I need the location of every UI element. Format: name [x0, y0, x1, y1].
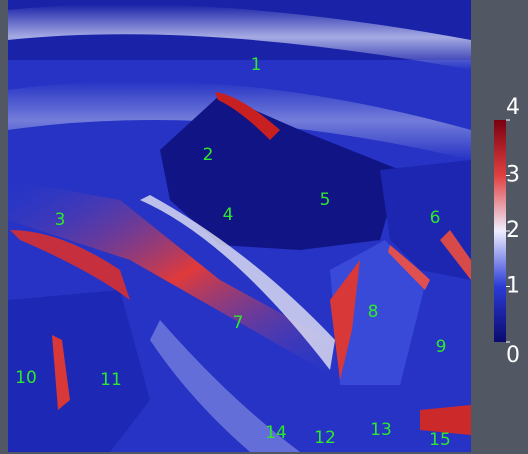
- colorbar: [494, 120, 506, 342]
- colorbar-tick-label: 0: [506, 343, 520, 368]
- grain-label: 1: [251, 55, 262, 75]
- field: [8, 0, 471, 452]
- grain-label: 9: [436, 337, 447, 357]
- colorbar-tick-label: 4: [506, 95, 520, 120]
- grain-label: 14: [265, 423, 287, 443]
- grain-label: 10: [15, 368, 37, 388]
- colorbar-tick-label: 2: [506, 218, 520, 243]
- grain-label: 2: [203, 145, 214, 165]
- grain-label: 5: [320, 190, 331, 210]
- grain-label: 3: [55, 210, 66, 230]
- colorbar-tick-label: 3: [506, 163, 520, 188]
- grain-label: 11: [100, 370, 122, 390]
- grain-label: 15: [429, 430, 451, 450]
- grain-label: 13: [370, 420, 392, 440]
- grain-label: 8: [368, 302, 379, 322]
- colorbar-tick-label: 1: [506, 274, 520, 299]
- grain-label: 7: [233, 313, 244, 333]
- grain-label: 12: [314, 428, 336, 448]
- grain-label: 4: [223, 205, 234, 225]
- grain-label: 6: [430, 208, 441, 228]
